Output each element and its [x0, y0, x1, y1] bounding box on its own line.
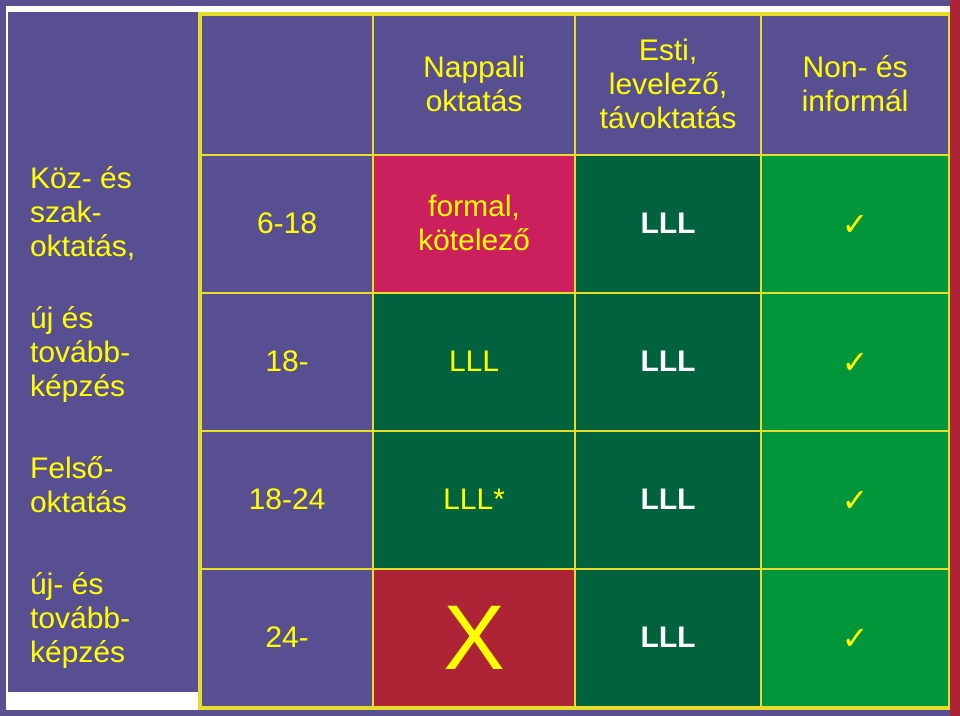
header-esti: Esti, levelező, távoktatás: [576, 16, 760, 154]
cell-formal-kotelezo: formal, kötelező: [374, 156, 574, 292]
cell-lll: LLL: [576, 570, 760, 706]
education-table: Nappali oktatás Esti, levelező, távoktat…: [198, 12, 952, 710]
header-nappali: Nappali oktatás: [374, 16, 574, 154]
cell-lll-star: LLL*: [374, 432, 574, 568]
age-6-18: 6-18: [202, 156, 372, 292]
label-kozepfok: Köz- és szak- oktatás,: [30, 162, 136, 263]
header-non-formal: Non- és informál: [762, 16, 948, 154]
check-icon: ✓: [762, 570, 948, 706]
age-18-24: 18-24: [202, 432, 372, 568]
check-icon: ✓: [762, 294, 948, 430]
cell-lll: LLL: [576, 432, 760, 568]
age-18: 18-: [202, 294, 372, 430]
cross-mark: X: [374, 570, 574, 706]
left-column: Köz- és szak- oktatás, új és tovább- kép…: [8, 12, 198, 692]
check-icon: ✓: [762, 156, 948, 292]
header-empty: [202, 16, 372, 154]
label-uj-tovabbkepzes-2: új- és tovább- képzés: [30, 568, 131, 669]
label-felsooktatas: Felső- oktatás: [30, 452, 127, 519]
cell-lll-nappali: LLL: [374, 294, 574, 430]
check-icon: ✓: [762, 432, 948, 568]
cell-lll: LLL: [576, 156, 760, 292]
age-24: 24-: [202, 570, 372, 706]
right-edge-bar: [950, 0, 960, 716]
label-uj-tovabbkepzes-1: új és tovább- képzés: [30, 302, 131, 403]
cell-lll: LLL: [576, 294, 760, 430]
